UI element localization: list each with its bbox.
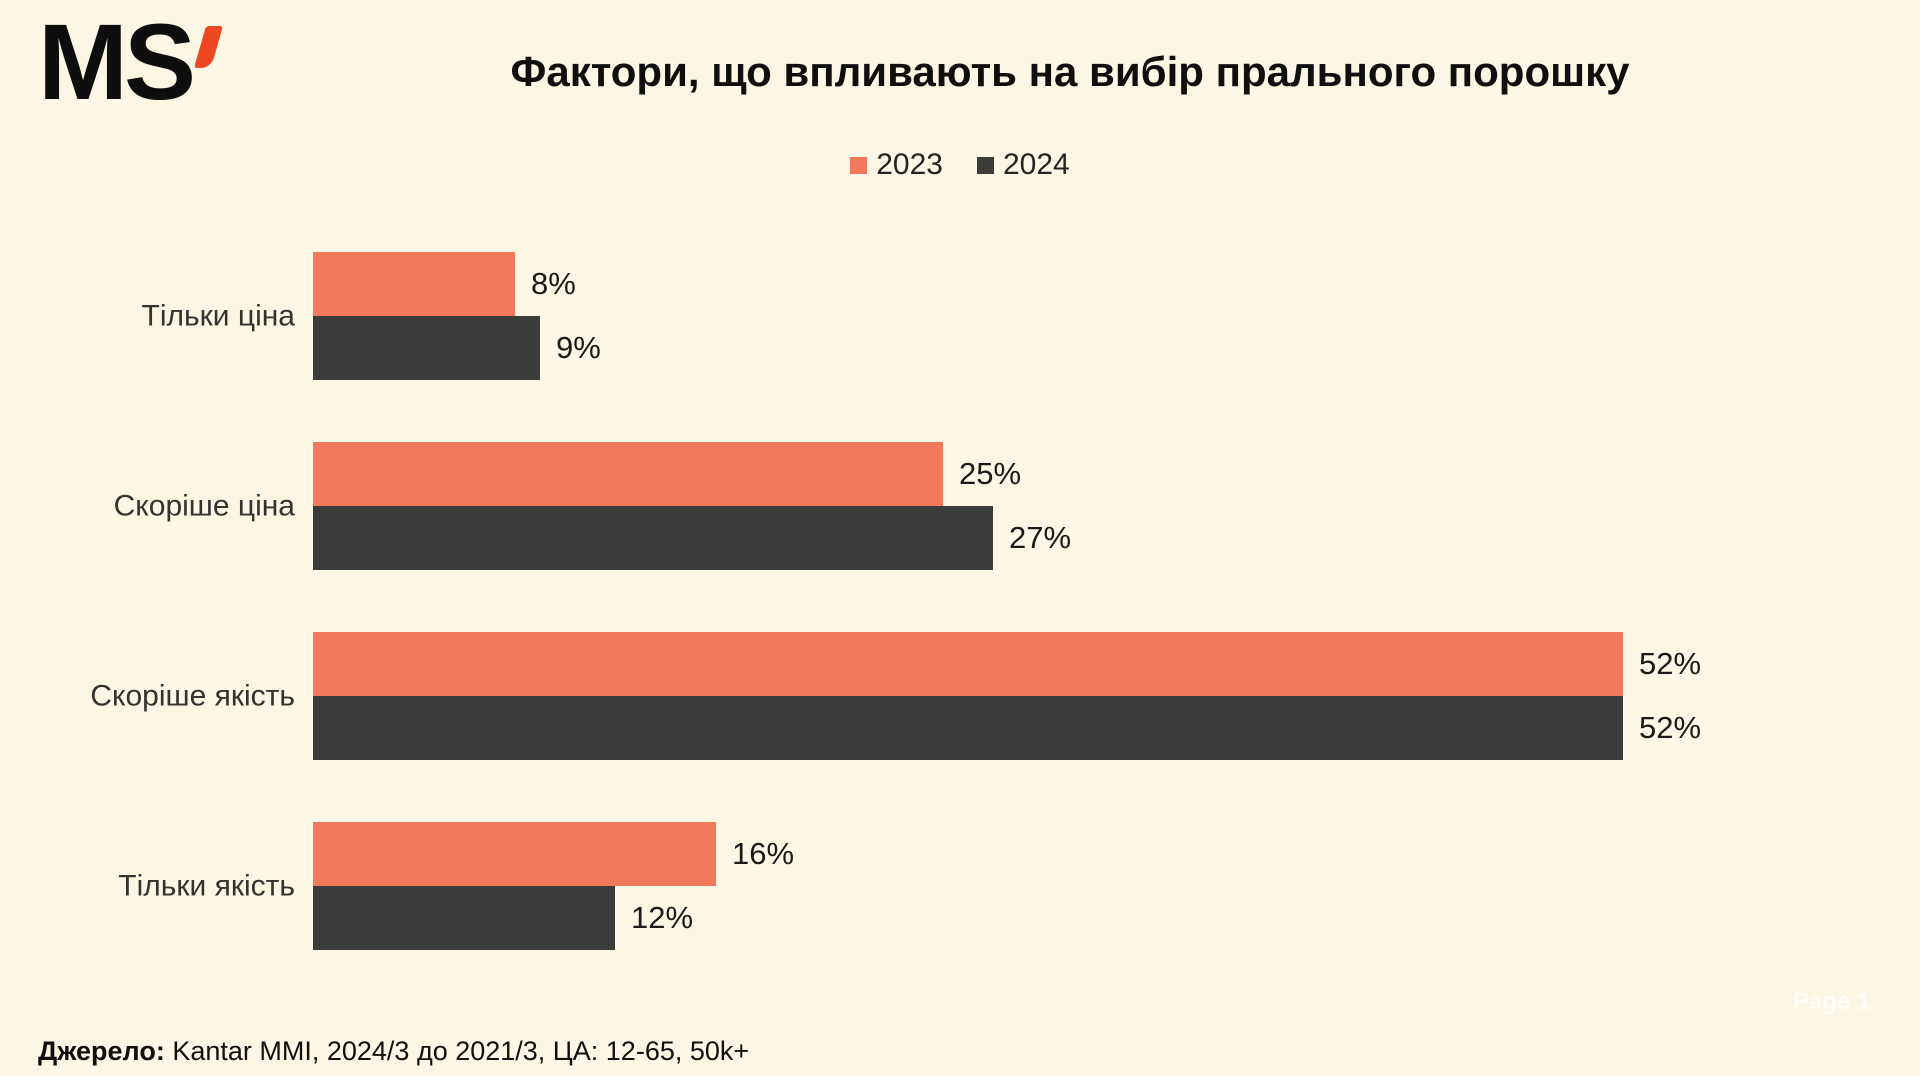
legend-item-2023: 2023 <box>850 148 943 182</box>
bar-2024-3 <box>313 886 615 950</box>
bar-2023-2 <box>313 632 1623 696</box>
category-label: Скоріше якість <box>90 679 295 713</box>
bar-2024-0 <box>313 316 540 380</box>
bottom-strip <box>0 1076 1920 1080</box>
value-label: 12% <box>631 900 694 935</box>
category-label: Тільки якість <box>118 869 295 903</box>
legend-swatch-icon <box>850 156 868 174</box>
legend-label: 2024 <box>1003 148 1070 181</box>
bar-2023-0 <box>313 252 515 316</box>
bar-2023-1 <box>313 442 943 506</box>
page-marker: Page 1 <box>1793 988 1871 1015</box>
source-note: Джерело: Kantar MMI, 2024/3 до 2021/3, Ц… <box>38 1036 749 1067</box>
source-label: Джерело: <box>38 1036 165 1066</box>
legend: 2023 2024 <box>0 148 1920 182</box>
chart-title: Фактори, що впливають на вибір прального… <box>510 48 1630 95</box>
value-label: 16% <box>732 836 795 871</box>
source-text: Kantar MMI, 2024/3 до 2021/3, ЦА: 12-65,… <box>164 1036 750 1066</box>
ms-logo: MS <box>38 1 224 123</box>
logo-text: MS <box>38 1 196 122</box>
legend-swatch-icon <box>977 156 994 174</box>
category-label: Тільки ціна <box>141 299 295 333</box>
value-label: 25% <box>959 456 1022 491</box>
category-label: Скоріше ціна <box>113 489 295 523</box>
legend-label: 2023 <box>876 148 943 181</box>
bar-2024-2 <box>313 696 1623 760</box>
bar-2023-3 <box>313 822 716 886</box>
value-label: 9% <box>556 330 601 365</box>
legend-item-2024: 2024 <box>977 148 1070 182</box>
value-label: 52% <box>1639 710 1702 745</box>
value-label: 8% <box>531 266 576 301</box>
value-label: 52% <box>1639 646 1702 681</box>
bar-2024-1 <box>313 506 993 570</box>
value-label: 27% <box>1009 520 1072 555</box>
